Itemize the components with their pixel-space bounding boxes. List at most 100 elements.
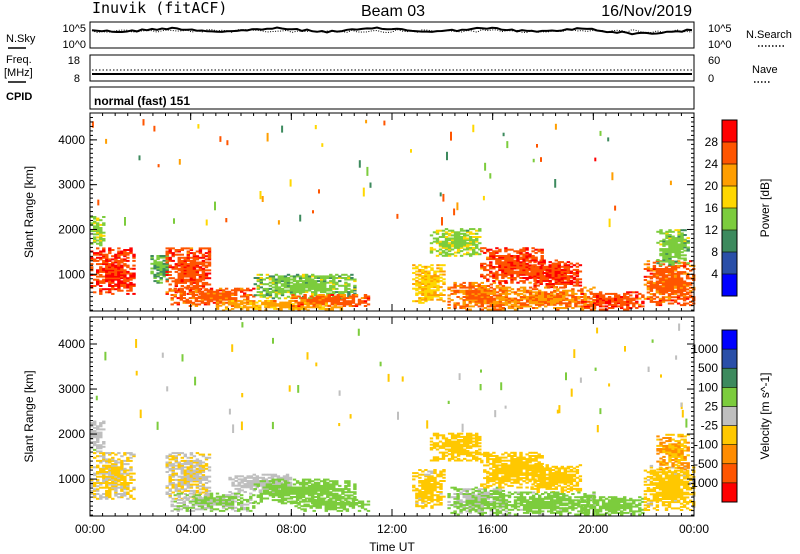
colorbar-segment <box>722 482 737 503</box>
y-tick-label: 3000 <box>58 178 85 192</box>
velocity-region-10 <box>480 451 544 489</box>
velocity-region-0 <box>90 452 136 500</box>
power-region-1 <box>90 216 106 247</box>
power-region-6 <box>253 273 357 300</box>
x-tick-label: 08:00 <box>276 522 306 536</box>
power-scatter <box>90 216 696 312</box>
cpid-label: CPID <box>6 91 32 103</box>
power-x-ticks <box>89 113 695 311</box>
freq-label-line1: Freq. <box>6 54 32 66</box>
nsky-tick-bottom: 10^0 <box>62 39 86 51</box>
y-tick-label: 4000 <box>58 337 85 351</box>
colorbar-frame <box>721 329 738 503</box>
colorbar-segment <box>722 444 737 465</box>
x-tick-label: 20:00 <box>578 522 608 536</box>
power-region-16 <box>656 229 690 266</box>
nsky-panel <box>89 21 695 49</box>
colorbar-segment <box>722 120 737 143</box>
y-tick-label: 2000 <box>58 222 85 236</box>
colorbar-tick-label: 4 <box>711 267 718 281</box>
colorbar-segment <box>722 406 737 426</box>
colorbar-segment <box>722 330 737 350</box>
y-axis-label: Slant Range [km] <box>22 166 36 258</box>
velocity-region-12 <box>492 491 596 516</box>
colorbar-tick-label: 28 <box>705 135 719 149</box>
velocity-y-ticks <box>90 316 694 516</box>
y-tick-label: 2000 <box>58 427 85 441</box>
colorbar-segment <box>722 274 737 297</box>
colorbar-segment <box>722 142 737 165</box>
colorbar-segment <box>722 387 737 407</box>
colorbar-segment <box>722 425 737 445</box>
colorbar-tick-label: 24 <box>705 157 719 171</box>
power-colorbar: 28 24 20 16 12 8 4 Power [dB] <box>705 119 772 297</box>
colorbar-label: Velocity [m s^-1] <box>758 373 772 460</box>
colorbar-segment <box>722 230 737 253</box>
y-tick-label: 1000 <box>58 472 85 486</box>
colorbar-tick-label: -500 <box>694 457 718 471</box>
velocity-region-8 <box>429 432 482 462</box>
velocity-isolated-echoes <box>95 322 688 433</box>
power-region-3 <box>165 247 212 295</box>
velocity-panel: 00:00 04:00 08:00 12:00 16:00 20:00 00:00 1000 2… <box>22 316 772 536</box>
colorbar-segment <box>722 208 737 231</box>
nsearch-tick-bottom: 10^0 <box>708 39 732 51</box>
y-axis-label: Slant Range [km] <box>22 370 36 462</box>
nsearch-label: N.Search <box>746 29 792 41</box>
power-region-10 <box>447 281 509 311</box>
colorbar-tick-label: 16 <box>705 201 719 215</box>
velocity-region-11 <box>530 464 583 493</box>
power-panel: 1000 2000 3000 4000 Slant Range [km] 28 24 20 16… <box>22 112 772 312</box>
nsky-tick-top: 10^5 <box>62 23 86 35</box>
power-region-0 <box>90 247 136 295</box>
y-tick-label: 1000 <box>58 267 85 281</box>
velocity-region-3 <box>170 492 256 512</box>
colorbar-tick-label: 20 <box>705 179 719 193</box>
nsky-trace <box>91 26 693 36</box>
nsky-label: N.Sky <box>6 33 36 45</box>
velocity-region-15 <box>656 433 690 471</box>
x-axis-label: Time UT <box>369 540 415 554</box>
x-tick-label: 04:00 <box>176 522 206 536</box>
colorbar-segment <box>722 368 737 388</box>
colorbar-segment <box>722 186 737 209</box>
date-title: 16/Nov/2019 <box>601 3 692 20</box>
freq-panel <box>89 54 695 82</box>
velocity-colorbar: 1000 500 100 25 -25 -100 -500 -1000 Velocity [m … <box>687 329 772 503</box>
power-region-15 <box>643 260 696 307</box>
colorbar-tick-label: 500 <box>698 361 718 375</box>
power-region-7 <box>291 294 371 307</box>
x-tick-label: 00:00 <box>679 522 709 536</box>
colorbar-tick-label: 1000 <box>691 342 718 356</box>
velocity-x-ticks <box>89 317 695 516</box>
colorbar-tick-label: -1000 <box>687 476 718 490</box>
colorbar-segment <box>722 164 737 187</box>
nave-tick-bottom: 0 <box>708 73 714 85</box>
colorbar-tick-label: -25 <box>701 419 719 433</box>
freq-tick-bottom: 8 <box>74 73 80 85</box>
power-region-12 <box>530 259 583 289</box>
nave-label: Nave <box>752 64 778 76</box>
power-region-8 <box>412 264 446 304</box>
colorbar-tick-label: -100 <box>694 438 718 452</box>
colorbar-segment <box>722 252 737 275</box>
cpid-panel <box>89 86 695 110</box>
y-tick-label: 3000 <box>58 382 85 396</box>
velocity-region-7 <box>412 469 446 509</box>
x-tick-label: 00:00 <box>75 522 105 536</box>
velocity-region-6 <box>291 498 371 512</box>
velocity-region-13 <box>580 496 645 516</box>
power-region-9 <box>429 228 482 257</box>
power-isolated-echoes <box>91 119 672 228</box>
station-title: Inuvik (fitACF) <box>92 0 227 17</box>
freq-tick-top: 18 <box>68 55 80 67</box>
colorbar-tick-label: 100 <box>698 380 718 394</box>
colorbar-segment <box>722 463 737 484</box>
colorbar-label: Power [dB] <box>758 179 772 238</box>
colorbar-tick-label: 25 <box>705 399 719 413</box>
x-tick-label: 16:00 <box>478 522 508 536</box>
x-tick-label: 12:00 <box>377 522 407 536</box>
colorbar-segment <box>722 349 737 369</box>
freq-label-line2: [MHz] <box>4 67 33 79</box>
